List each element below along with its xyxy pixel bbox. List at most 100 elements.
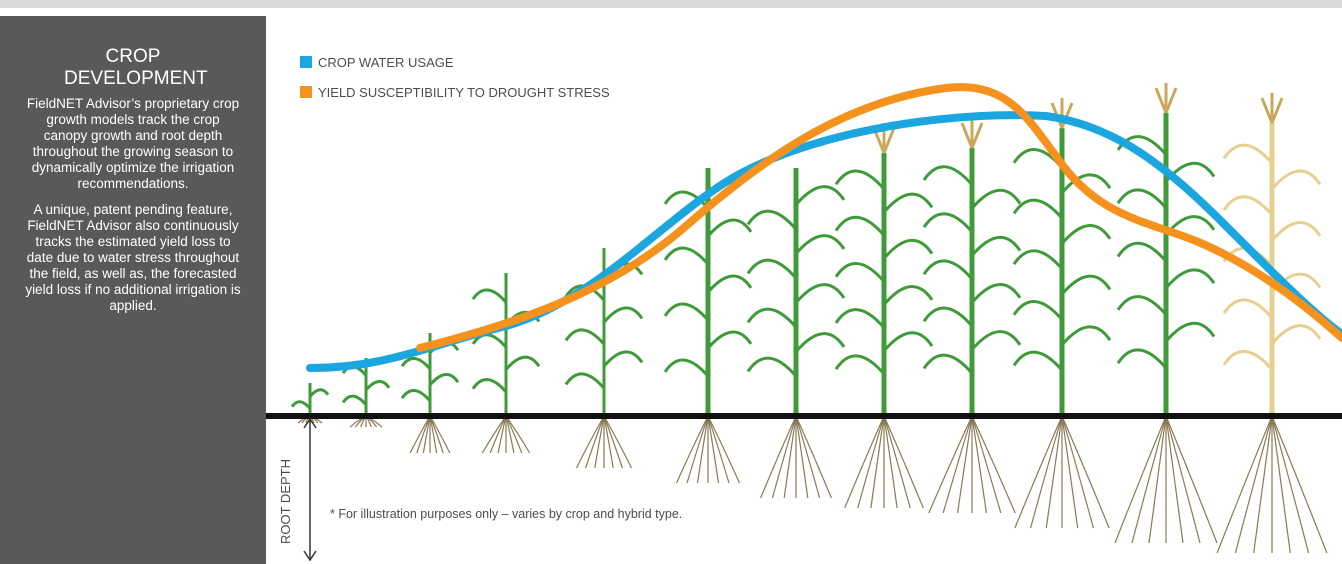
plant-leaf	[1062, 225, 1110, 243]
sidebar-title: CROP DEVELOPMENT	[24, 46, 242, 90]
plant-leaf	[604, 352, 642, 366]
plant-leaf	[402, 358, 430, 369]
plant-root	[1062, 416, 1109, 528]
plant-leaf	[924, 261, 972, 279]
plant-leaf	[1118, 243, 1166, 261]
plant-leaf	[604, 308, 642, 322]
plant-leaf	[1118, 190, 1166, 208]
plant-leaf	[924, 308, 972, 326]
plant-tassel	[1156, 83, 1176, 113]
sidebar-paragraph: A unique, patent pending feature, FieldN…	[24, 202, 242, 314]
plant-leaf	[748, 260, 796, 278]
plant-leaf	[1224, 351, 1272, 369]
plant-root	[772, 416, 796, 498]
plant-leaf	[796, 285, 844, 303]
plant-leaf	[708, 276, 751, 292]
plant-root	[1031, 416, 1062, 528]
plant-leaf	[343, 396, 366, 405]
plant-root	[845, 416, 884, 508]
plant-root	[1217, 416, 1272, 553]
plant-leaf	[836, 310, 884, 328]
plant-leaf	[1224, 300, 1272, 318]
plant-leaf	[884, 333, 932, 351]
plant-root	[884, 416, 910, 508]
plant-leaf	[796, 334, 844, 352]
plant-root	[1015, 416, 1062, 528]
footnote: * For illustration purposes only – varie…	[330, 507, 682, 521]
plant-leaf	[836, 171, 884, 189]
axis-label: ROOT DEPTH	[278, 459, 293, 544]
plant-leaf	[665, 248, 708, 264]
ground-line	[266, 413, 1342, 419]
plant-leaf	[748, 211, 796, 229]
plant-leaf	[1014, 301, 1062, 319]
legend-label: YIELD SUSCEPTIBILITY TO DROUGHT STRESS	[318, 85, 610, 100]
plant-leaf	[292, 402, 310, 409]
plants	[292, 83, 1327, 553]
plant-leaf	[1014, 251, 1062, 269]
plant-leaf	[924, 214, 972, 232]
plant-root	[1272, 416, 1327, 553]
plant-root	[490, 416, 506, 453]
plant-leaf	[1118, 350, 1166, 368]
plant-leaf	[796, 236, 844, 254]
plant-root	[858, 416, 884, 508]
plant-root	[796, 416, 820, 498]
plant-leaf	[665, 304, 708, 320]
plant-leaf	[402, 390, 430, 401]
plant-root	[972, 416, 1001, 513]
sidebar-paragraph: FieldNET Advisor’s proprietary crop grow…	[24, 96, 242, 192]
plant-leaf	[1014, 200, 1062, 218]
sidebar: CROP DEVELOPMENT FieldNET Advisor’s prop…	[0, 16, 266, 564]
plant-root	[1062, 416, 1093, 528]
plant-root	[677, 416, 709, 483]
plant-root	[708, 416, 740, 483]
plant-leaf	[473, 290, 506, 302]
plant-root	[1166, 416, 1183, 543]
legend-swatch	[300, 86, 312, 98]
plant-leaf	[972, 237, 1020, 255]
plant-leaf	[748, 309, 796, 327]
plant-leaf	[836, 217, 884, 235]
root-depth-arrow	[304, 419, 316, 560]
plant-leaf	[884, 287, 932, 305]
plant-leaf	[1224, 197, 1272, 215]
plant-leaf	[1272, 171, 1320, 189]
plant-leaf	[1062, 327, 1110, 345]
plant-leaf	[366, 381, 389, 390]
plant-root	[1254, 416, 1272, 553]
plant-root	[1115, 416, 1166, 543]
plant-leaf	[836, 356, 884, 374]
plant-leaf	[796, 187, 844, 205]
legend-label: CROP WATER USAGE	[318, 55, 454, 70]
plant-leaf	[748, 358, 796, 376]
plant-root	[1272, 416, 1290, 553]
illustration: ROOT DEPTH * For illustration purposes o…	[266, 16, 1342, 564]
plant-root	[1149, 416, 1166, 543]
legend: CROP WATER USAGE YIELD SUSCEPTIBILITY TO …	[300, 55, 610, 100]
plant-root	[1235, 416, 1272, 553]
plant-root	[1166, 416, 1217, 543]
page: CROP DEVELOPMENT FieldNET Advisor’s prop…	[0, 0, 1342, 556]
plant-leaf	[665, 360, 708, 376]
plant-leaf	[1272, 223, 1320, 241]
plant-leaf	[884, 194, 932, 212]
plant-root	[586, 416, 604, 468]
plant-leaf	[924, 355, 972, 373]
plant-leaf	[1166, 323, 1214, 341]
plant-root	[506, 416, 522, 453]
legend-swatch	[300, 56, 312, 68]
plant-root	[884, 416, 923, 508]
plant-leaf	[972, 190, 1020, 208]
plant-leaf	[566, 330, 604, 344]
plant-leaf	[972, 332, 1020, 350]
plant-leaf	[473, 380, 506, 392]
plant-root	[604, 416, 622, 468]
plant-leaf	[1166, 270, 1214, 288]
plant-root	[761, 416, 796, 498]
plant-root	[687, 416, 708, 483]
plant-leaf	[1272, 326, 1320, 344]
plant-root	[1272, 416, 1309, 553]
plant-leaf	[1014, 352, 1062, 370]
plant-root	[1132, 416, 1166, 543]
